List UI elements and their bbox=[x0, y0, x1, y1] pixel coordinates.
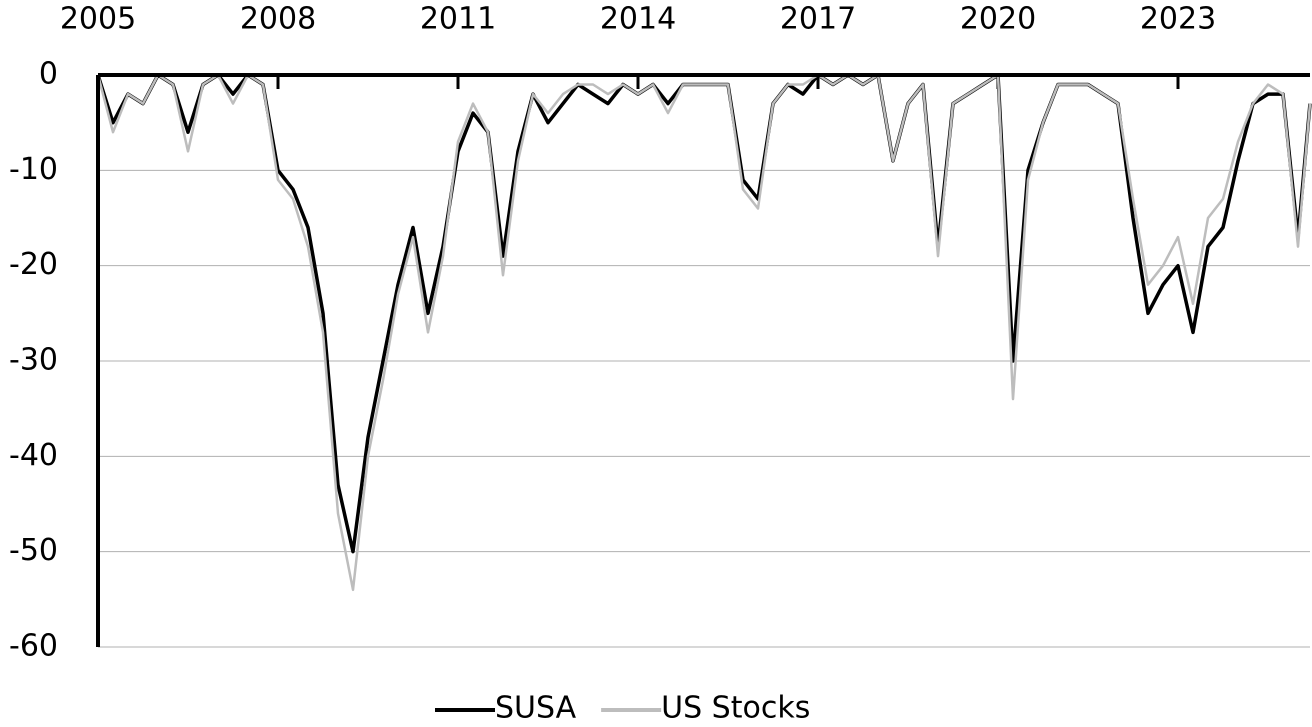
y-tick-label: -30 bbox=[9, 343, 58, 378]
legend-label: SUSA bbox=[495, 691, 577, 724]
x-tick-label: 2017 bbox=[780, 2, 856, 37]
x-tick-label: 2014 bbox=[600, 2, 676, 37]
x-tick-label: 2005 bbox=[60, 2, 136, 37]
y-tick-label: -40 bbox=[9, 438, 58, 473]
x-tick-label: 2023 bbox=[1140, 2, 1216, 37]
y-tick-label: -60 bbox=[9, 629, 58, 664]
x-tick-label: 2020 bbox=[960, 2, 1036, 37]
y-tick-label: -50 bbox=[9, 533, 58, 568]
y-tick-label: -10 bbox=[9, 152, 58, 187]
y-tick-label: -20 bbox=[9, 247, 58, 282]
legend-label: US Stocks bbox=[661, 691, 810, 724]
y-tick-label: 0 bbox=[39, 57, 58, 92]
series-line bbox=[96, 73, 1312, 592]
series-line bbox=[96, 73, 1312, 554]
x-tick-label: 2011 bbox=[420, 2, 496, 37]
x-tick-label: 2008 bbox=[240, 2, 316, 37]
